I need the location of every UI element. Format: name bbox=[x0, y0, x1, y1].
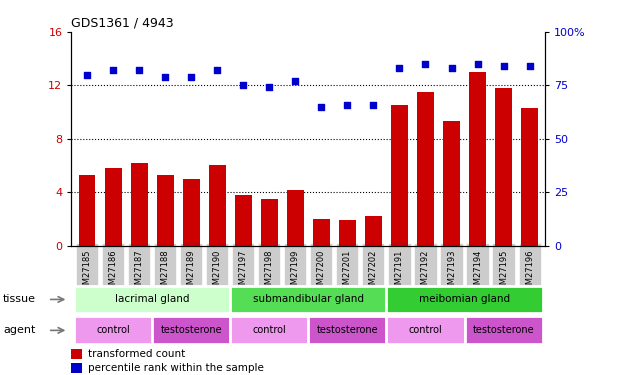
Text: percentile rank within the sample: percentile rank within the sample bbox=[88, 363, 264, 373]
Text: testosterone: testosterone bbox=[473, 326, 535, 335]
Bar bbox=[287, 189, 304, 246]
Bar bbox=[469, 72, 486, 246]
Point bbox=[186, 74, 196, 80]
Text: testosterone: testosterone bbox=[317, 326, 378, 335]
Bar bbox=[130, 163, 148, 246]
Point bbox=[473, 61, 483, 67]
Point bbox=[212, 68, 222, 74]
Text: testosterone: testosterone bbox=[160, 326, 222, 335]
Text: control: control bbox=[96, 326, 130, 335]
FancyBboxPatch shape bbox=[230, 316, 308, 344]
Bar bbox=[71, 349, 82, 358]
Bar bbox=[339, 220, 356, 246]
FancyBboxPatch shape bbox=[74, 286, 230, 313]
Bar bbox=[183, 179, 199, 246]
Point bbox=[420, 61, 430, 67]
FancyBboxPatch shape bbox=[230, 286, 386, 313]
Bar bbox=[156, 175, 174, 246]
Point bbox=[291, 78, 301, 84]
Point bbox=[238, 82, 248, 88]
Point bbox=[446, 65, 456, 71]
Bar bbox=[71, 363, 82, 373]
Point bbox=[134, 68, 144, 74]
Text: agent: agent bbox=[3, 326, 35, 335]
Point bbox=[368, 102, 378, 108]
Point bbox=[394, 65, 404, 71]
Bar bbox=[495, 88, 512, 246]
Text: control: control bbox=[252, 326, 286, 335]
Point bbox=[499, 63, 509, 69]
Bar bbox=[261, 199, 278, 246]
Bar bbox=[443, 122, 460, 246]
FancyBboxPatch shape bbox=[386, 286, 543, 313]
FancyBboxPatch shape bbox=[152, 316, 230, 344]
FancyBboxPatch shape bbox=[386, 316, 465, 344]
Point bbox=[160, 74, 170, 80]
FancyBboxPatch shape bbox=[308, 316, 386, 344]
Point bbox=[342, 102, 352, 108]
Point bbox=[82, 72, 92, 78]
FancyBboxPatch shape bbox=[74, 316, 152, 344]
Text: lacrimal gland: lacrimal gland bbox=[115, 294, 189, 304]
FancyBboxPatch shape bbox=[465, 316, 543, 344]
Bar bbox=[521, 108, 538, 246]
Bar bbox=[365, 216, 382, 246]
Text: transformed count: transformed count bbox=[88, 349, 185, 359]
Text: tissue: tissue bbox=[3, 294, 36, 304]
Point bbox=[316, 104, 326, 110]
Bar bbox=[313, 219, 330, 246]
Point bbox=[265, 84, 274, 90]
Bar bbox=[209, 165, 225, 246]
Text: meibomian gland: meibomian gland bbox=[419, 294, 510, 304]
Point bbox=[525, 63, 535, 69]
Text: submandibular gland: submandibular gland bbox=[253, 294, 364, 304]
Bar bbox=[417, 92, 434, 246]
Bar bbox=[104, 168, 122, 246]
Point bbox=[108, 68, 118, 74]
Text: control: control bbox=[409, 326, 442, 335]
Bar bbox=[391, 105, 408, 246]
Text: GDS1361 / 4943: GDS1361 / 4943 bbox=[71, 17, 174, 30]
Bar bbox=[79, 175, 96, 246]
Bar bbox=[235, 195, 252, 246]
